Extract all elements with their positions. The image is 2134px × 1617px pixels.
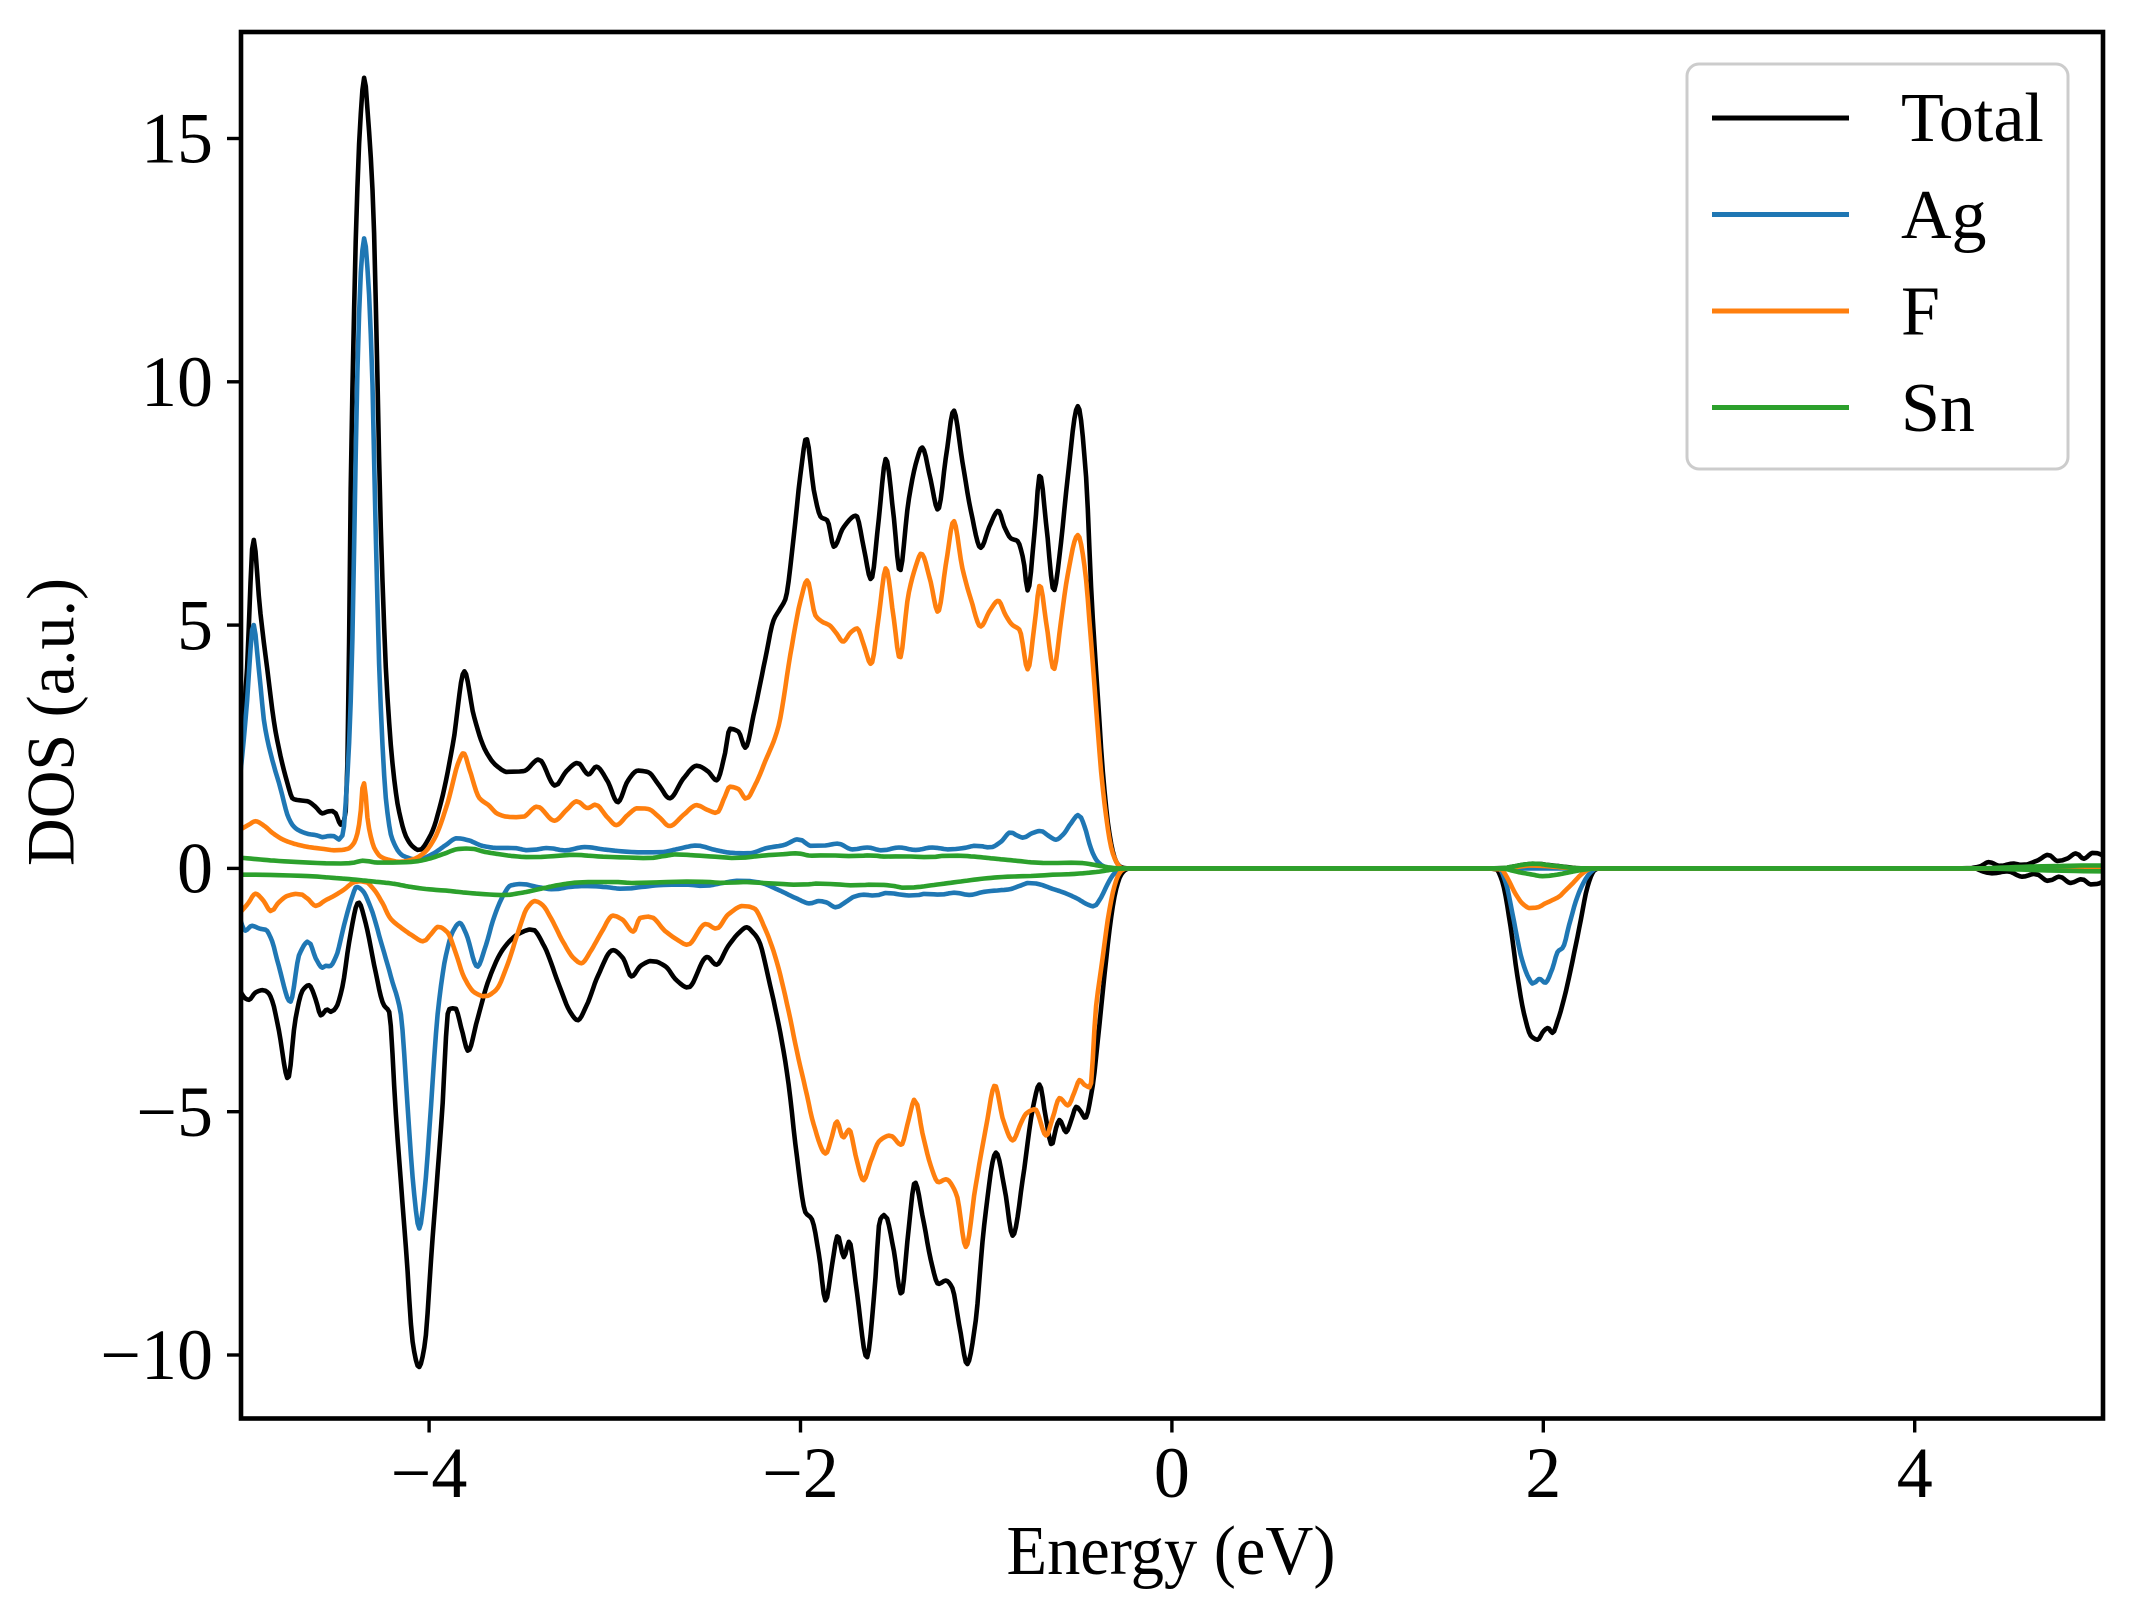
svg-text:2: 2 xyxy=(1525,1433,1561,1513)
svg-text:Total: Total xyxy=(1901,80,2044,157)
svg-text:Ag: Ag xyxy=(1901,177,1987,254)
svg-text:DOS (a.u.): DOS (a.u.) xyxy=(13,578,89,866)
svg-text:Sn: Sn xyxy=(1901,370,1975,447)
svg-text:10: 10 xyxy=(141,342,213,422)
svg-text:−5: −5 xyxy=(136,1072,213,1152)
svg-text:−2: −2 xyxy=(762,1433,839,1513)
svg-text:F: F xyxy=(1901,273,1940,350)
svg-text:5: 5 xyxy=(177,585,213,665)
svg-text:−4: −4 xyxy=(391,1433,468,1513)
svg-text:4: 4 xyxy=(1897,1433,1933,1513)
svg-text:0: 0 xyxy=(177,829,213,909)
svg-text:0: 0 xyxy=(1154,1433,1190,1513)
svg-text:−10: −10 xyxy=(100,1315,213,1395)
svg-text:Energy (eV): Energy (eV) xyxy=(1007,1513,1336,1590)
svg-text:15: 15 xyxy=(141,99,213,179)
